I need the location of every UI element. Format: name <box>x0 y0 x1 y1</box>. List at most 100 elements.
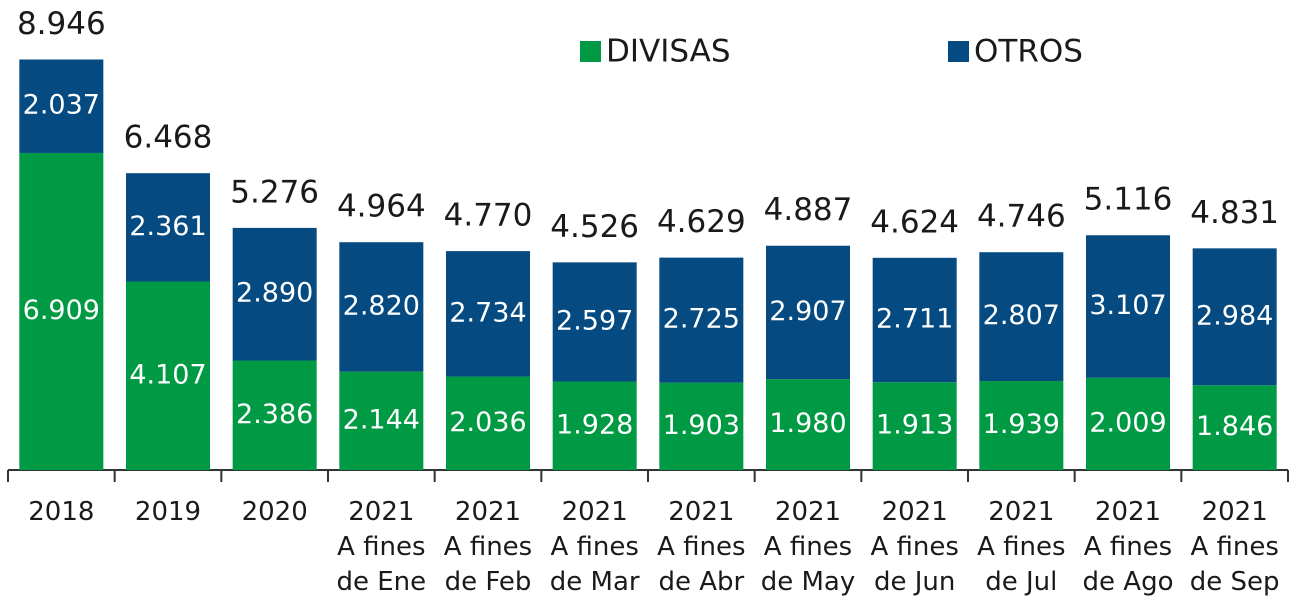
x-tick-label: 2021 A fines de Jun <box>870 497 958 597</box>
x-tick-line: A fines <box>1190 532 1278 562</box>
value-label: 2.711 <box>876 304 953 335</box>
value-label: 1.928 <box>556 409 633 440</box>
value-label: 1.913 <box>876 410 953 441</box>
x-tick-line: de Sep <box>1190 567 1280 597</box>
total-label: 5.276 <box>230 174 319 210</box>
x-tick-line: 2021 <box>988 497 1054 527</box>
x-tick-line: A fines <box>550 532 638 562</box>
x-tick-line: 2021 <box>882 497 948 527</box>
x-tick-label: 2020 <box>242 497 308 527</box>
bar-segment <box>552 262 637 382</box>
value-label: 1.939 <box>983 409 1060 440</box>
x-tick-line: A fines <box>657 532 745 562</box>
bar-segment <box>979 252 1064 382</box>
x-tick-line: 2021 <box>562 497 628 527</box>
x-tick-line: A fines <box>764 532 852 562</box>
x-tick-line: de Ago <box>1083 567 1174 597</box>
bar-segment <box>446 376 530 470</box>
x-tick-label: 2021 A fines de May <box>761 497 856 597</box>
total-label: 5.116 <box>1084 182 1173 218</box>
x-tick-line: de Jul <box>985 567 1057 597</box>
x-tick-label: 2018 <box>28 497 94 527</box>
value-label: 4.107 <box>129 359 206 390</box>
x-tick-line: 2019 <box>135 497 201 527</box>
value-label: 2.144 <box>343 404 420 435</box>
value-label: 2.820 <box>343 290 420 321</box>
x-tick-label: 2019 <box>135 497 201 527</box>
x-tick-line: 2021 <box>775 497 841 527</box>
value-label: 2.009 <box>1089 407 1166 438</box>
total-label: 4.629 <box>657 204 746 240</box>
x-tick-line: de May <box>761 567 856 597</box>
bar-segment <box>552 381 637 470</box>
total-label: 4.526 <box>550 209 639 245</box>
x-tick-line: A fines <box>1084 532 1172 562</box>
value-label: 1.980 <box>769 408 846 439</box>
x-tick-line: A fines <box>870 532 958 562</box>
legend-swatch <box>948 41 969 62</box>
x-tick-line: A fines <box>337 532 425 562</box>
bar-segment <box>766 245 850 380</box>
value-label: 2.386 <box>236 399 313 430</box>
bar-segment <box>766 379 850 470</box>
x-tick-line: de Abr <box>658 567 744 597</box>
x-tick-line: de Jun <box>874 567 955 597</box>
x-tick-label: 2021 A fines de Abr <box>657 497 745 597</box>
x-tick-line: 2021 <box>1202 497 1268 527</box>
bar-segment <box>232 360 317 470</box>
total-label: 4.887 <box>764 192 853 228</box>
bar-segment <box>659 382 744 470</box>
total-label: 4.624 <box>870 204 959 240</box>
total-label: 4.770 <box>444 198 533 234</box>
x-tick-line: de Mar <box>550 567 640 597</box>
total-label: 8.946 <box>17 6 106 42</box>
value-label: 1.903 <box>663 410 740 441</box>
x-tick-line: 2020 <box>242 497 308 527</box>
legend-label: DIVISAS <box>606 34 731 70</box>
value-label: 2.734 <box>449 297 526 328</box>
value-label: 2.725 <box>663 304 740 335</box>
bar-segment <box>339 242 424 372</box>
value-label: 2.890 <box>236 278 313 309</box>
x-tick-label: 2021 A fines de Jul <box>977 497 1065 597</box>
total-label: 6.468 <box>124 120 213 156</box>
total-label: 4.964 <box>337 189 426 225</box>
value-label: 2.807 <box>983 300 1060 331</box>
x-tick-line: 2018 <box>28 497 94 527</box>
total-label: 4.746 <box>977 199 1066 235</box>
bar-segment <box>659 257 744 383</box>
bar-segment <box>446 251 530 377</box>
bar-segment <box>1086 235 1170 378</box>
bar-segment <box>126 173 210 282</box>
bar-segment <box>232 227 317 361</box>
legend-swatch <box>580 41 601 62</box>
value-label: 2.361 <box>129 211 206 242</box>
total-label: 4.831 <box>1190 195 1279 231</box>
bar-segment <box>1192 248 1277 386</box>
bar-segment <box>979 381 1064 470</box>
value-label: 2.984 <box>1196 300 1273 331</box>
x-tick-label: 2021 A fines de Mar <box>550 497 640 597</box>
bar-segment <box>126 281 210 470</box>
value-label: 1.846 <box>1196 411 1273 442</box>
x-tick-label: 2021 A fines de Feb <box>444 497 532 597</box>
x-tick-line: de Ene <box>336 567 426 597</box>
x-tick-line: A fines <box>977 532 1065 562</box>
x-tick-line: A fines <box>444 532 532 562</box>
value-label: 6.909 <box>23 295 100 326</box>
x-tick-label: 2021 A fines de Ene <box>336 497 426 597</box>
x-tick-line: 2021 <box>455 497 521 527</box>
bar-segment <box>872 257 957 383</box>
bar-segment <box>19 59 104 153</box>
x-tick-line: 2021 <box>668 497 734 527</box>
bar-segment <box>872 382 957 470</box>
value-label: 2.907 <box>769 296 846 327</box>
bar-segment <box>1086 377 1170 470</box>
bar-segment <box>339 371 424 470</box>
x-tick-line: 2021 <box>348 497 414 527</box>
x-tick-label: 2021 A fines de Sep <box>1190 497 1280 597</box>
value-label: 2.597 <box>556 305 633 336</box>
value-label: 2.036 <box>449 407 526 438</box>
value-label: 3.107 <box>1089 290 1166 321</box>
